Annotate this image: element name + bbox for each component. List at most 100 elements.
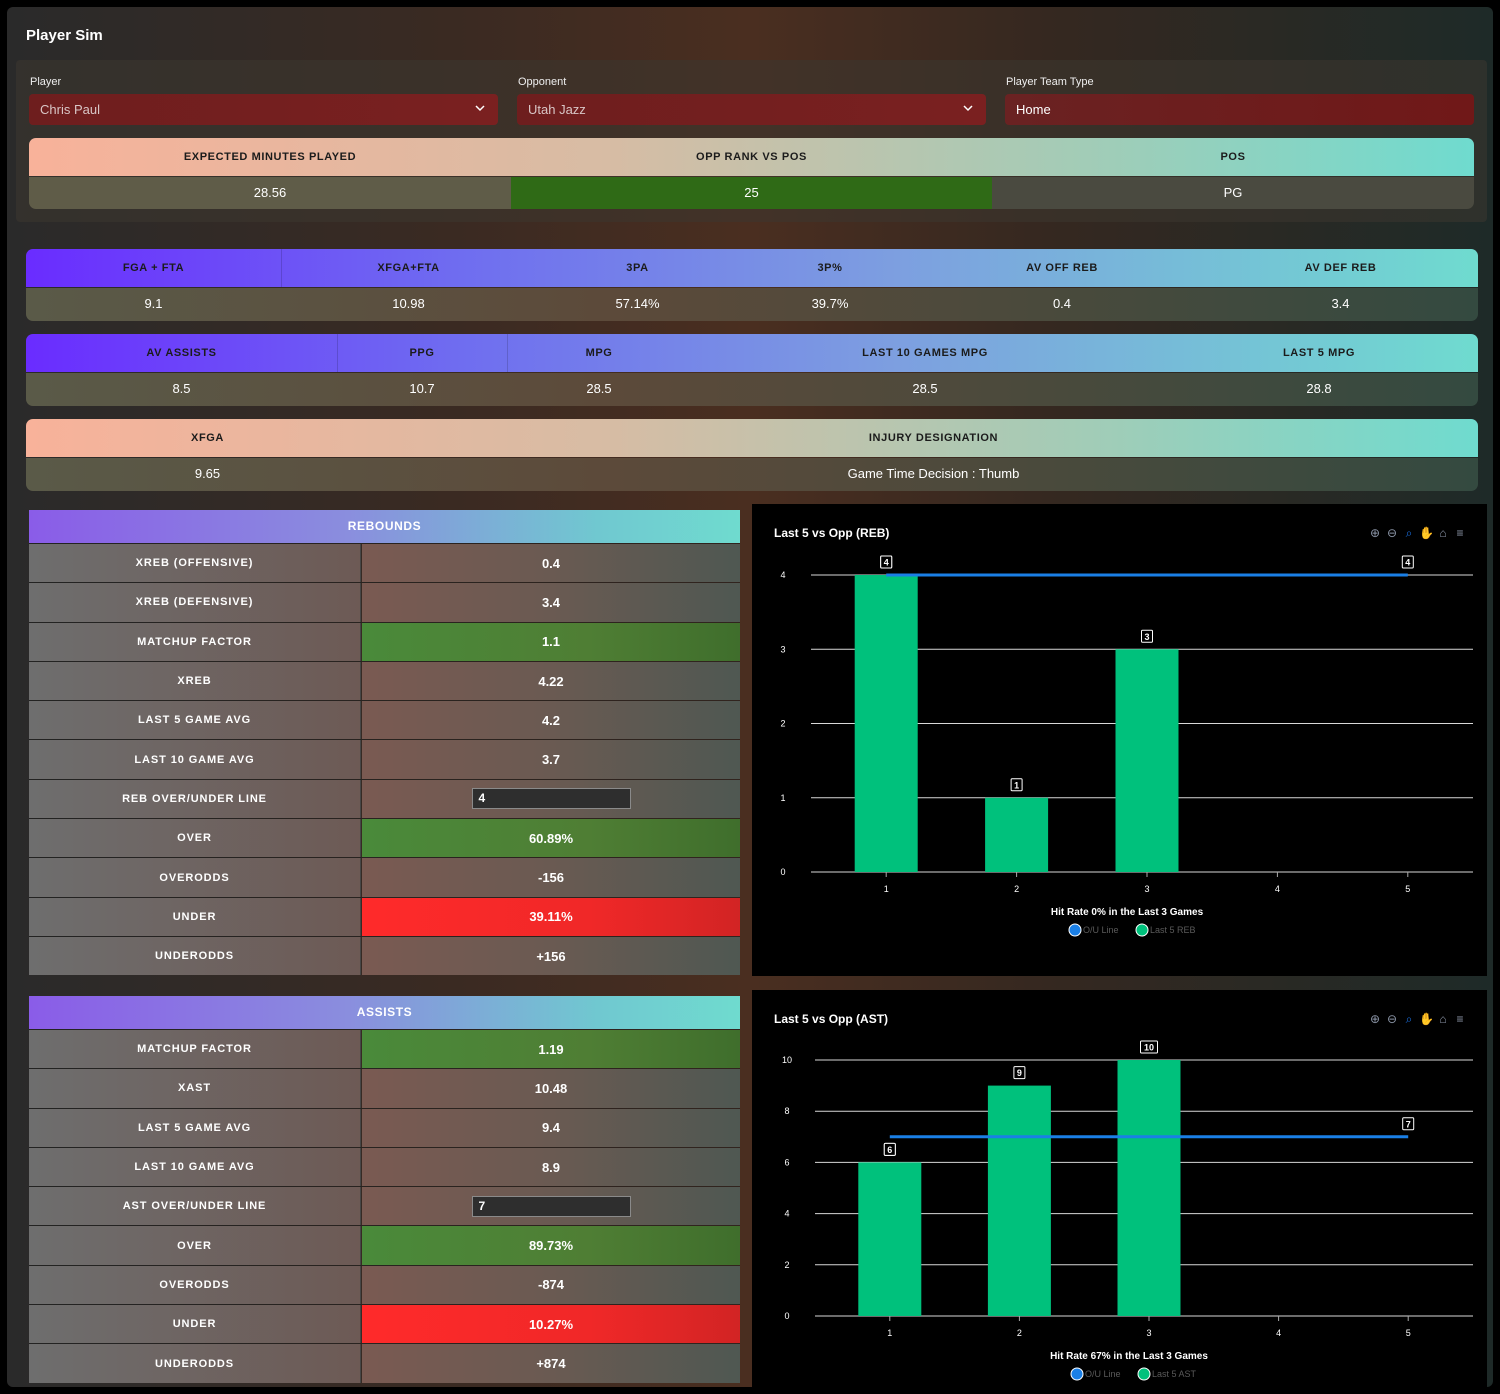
y-tick-label: 0 [780,867,785,877]
player-sim-page: Player Sim Player Chris Paul Opponent Ut… [7,7,1493,1387]
table-row: UNDER 10.27% [29,1304,740,1344]
line-data-label: 7 [1406,1119,1411,1129]
bar-data-label: 3 [1144,632,1149,642]
y-tick-label: 8 [784,1106,789,1116]
row-value: 1.1 [362,622,740,661]
stat-header: FGA + FTA [122,262,185,274]
table-row: MATCHUP FACTOR 1.19 [29,1029,740,1069]
stat-header: LAST 10 GAMES MPG [862,347,988,359]
ast-chart: Last 5 vs Opp (AST) ⊕⊖⌕✋⌂≡ 0246810123456… [752,990,1487,1387]
row-value-cell: 4 [362,779,740,819]
reb-chart-plot: 012341234541344Hit Rate 0% in the Last 3… [780,555,1473,937]
player-select[interactable]: Chris Paul [29,94,498,125]
row-value: +874 [362,1344,740,1383]
y-tick-label: 4 [780,570,785,580]
line-data-label: 4 [884,558,889,568]
row-value: 10.27% [362,1305,740,1344]
chevron-down-icon [475,105,485,112]
x-axis-caption: Hit Rate 0% in the Last 3 Games [1051,907,1204,918]
bar [985,797,1049,872]
legend-marker [1137,1367,1151,1381]
y-tick-label: 2 [780,719,785,729]
table-row: LAST 10 GAME AVG 8.9 [29,1146,740,1187]
zoom-select-icon[interactable]: ⌕ [1405,1012,1413,1026]
y-tick-label: 6 [784,1157,789,1167]
row-value-cell: 7 [362,1187,740,1226]
over-under-line-input[interactable]: 7 [471,1195,631,1217]
menu-icon[interactable]: ≡ [1456,1012,1464,1026]
home-icon[interactable]: ⌂ [1439,1012,1447,1026]
stat-header: 3P% [817,262,843,274]
x-tick-label: 3 [1146,1328,1151,1338]
stat-value: 28.5 [586,381,612,396]
table-row: OVER 89.73% [29,1225,740,1265]
table-row: MATCHUP FACTOR 1.1 [29,621,740,661]
summary-header: POS [1220,151,1246,163]
row-label: LAST 10 GAME AVG [29,740,361,779]
zoom-out-icon[interactable]: ⊖ [1386,1012,1398,1026]
opponent-label: Opponent [518,76,567,88]
stat-header: 3PA [626,262,649,274]
y-tick-label: 0 [784,1311,789,1321]
rebounds-title: REBOUNDS [29,510,740,543]
row-value: +156 [362,936,740,976]
opponent-select[interactable]: Utah Jazz [517,94,986,125]
row-label: XREB (DEFENSIVE) [29,583,361,622]
row-value: 10.48 [362,1069,740,1108]
bar-label-box [1010,778,1023,792]
x-tick-label: 3 [1144,884,1149,894]
legend-marker [1070,1367,1084,1381]
summary-value: PG [992,177,1474,209]
stat-value: 39.7% [811,296,849,311]
team-type-value: Home [1016,102,1051,117]
team-type-field[interactable]: Home [1005,94,1474,125]
player-label: Player [30,76,62,88]
bar-label-box [1140,1040,1158,1054]
row-value: 0.4 [362,544,740,583]
zoom-in-icon[interactable]: ⊕ [1369,1012,1381,1026]
row-label: LAST 5 GAME AVG [29,701,361,740]
table-row: OVERODDS -874 [29,1264,740,1305]
bar [854,575,918,872]
row-value: 89.73% [362,1226,740,1265]
y-tick-label: 1 [780,793,785,803]
x-tick-label: 5 [1405,884,1410,894]
zoom-in-icon[interactable]: ⊕ [1369,526,1381,540]
menu-icon[interactable]: ≡ [1456,526,1464,540]
chart-toolbar: ⊕ ⊖ ⌕ ✋ ⌂ ≡ [1368,1012,1467,1026]
rebounds-table: REBOUNDS XREB (OFFENSIVE) 0.4 XREB (DEFENS… [29,510,740,976]
legend-marker [1135,923,1149,937]
table-row: LAST 10 GAME AVG 3.7 [29,739,740,779]
legend-label: O/U Line [1085,1369,1121,1379]
row-value: -874 [362,1265,740,1305]
stat-value: 10.7 [409,381,435,396]
zoom-select-icon[interactable]: ⌕ [1405,526,1413,540]
opponent-select-value: Utah Jazz [528,102,586,117]
stat-header: MPG [585,347,613,359]
reb-chart: Last 5 vs Opp (REB) ⊕ ⊖ ⌕ ✋ ⌂ ≡ 0 1 2 3 4 1 2 3 4 5 4 1 3… [752,504,1487,976]
pan-icon[interactable]: ✋ [1419,1012,1434,1026]
summary-value: 28.56 [29,177,511,209]
bar [1117,1060,1181,1316]
pan-icon[interactable]: ✋ [1419,526,1434,540]
stat-value: 28.8 [1306,381,1332,396]
row-value: 60.89% [362,819,740,858]
bar-label-box [1141,629,1153,643]
table-row: XREB (OFFENSIVE) 0.4 [29,543,740,583]
over-under-line-input[interactable]: 4 [471,788,631,810]
row-label: UNDER [29,1305,361,1344]
x-tick-label: 1 [887,1328,892,1338]
line-label-box [1402,1117,1415,1131]
stat-value: 28.5 [912,381,938,396]
row-value: 8.9 [362,1147,740,1187]
zoom-out-icon[interactable]: ⊖ [1386,526,1398,540]
injury-table: XFGA INJURY DESIGNATION 9.65 Game Time D… [26,419,1478,491]
home-icon[interactable]: ⌂ [1439,526,1447,540]
x-tick-label: 4 [1275,884,1280,894]
stat-value: 9.1 [144,296,163,311]
legend-label: Last 5 REB [1150,925,1196,935]
row-label: UNDERODDS [29,1344,361,1383]
stat-value: 57.14% [615,296,660,311]
stat-header: AV OFF REB [1026,262,1098,274]
row-label: OVERODDS [29,858,361,897]
